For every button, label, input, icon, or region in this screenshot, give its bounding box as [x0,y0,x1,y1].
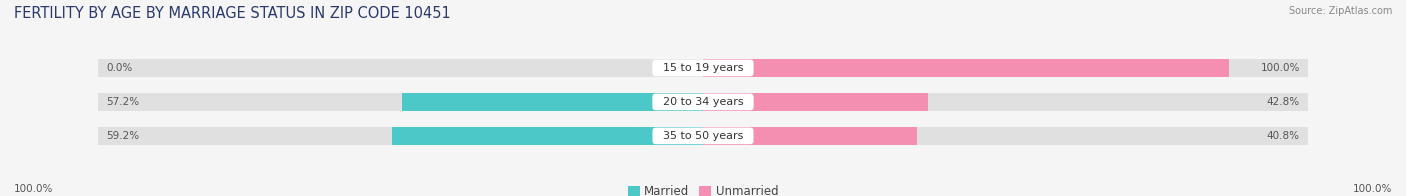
Text: 100.0%: 100.0% [1260,63,1299,73]
Bar [98,93,703,111]
Bar [703,127,918,145]
Text: 20 to 34 years: 20 to 34 years [655,97,751,107]
Text: 57.2%: 57.2% [107,97,139,107]
Text: 15 to 19 years: 15 to 19 years [655,63,751,73]
Text: 42.8%: 42.8% [1267,97,1299,107]
Bar [703,59,1229,77]
Text: 100.0%: 100.0% [14,184,53,194]
Text: Source: ZipAtlas.com: Source: ZipAtlas.com [1288,6,1392,16]
Text: 35 to 50 years: 35 to 50 years [655,131,751,141]
Bar [703,127,1308,145]
Bar [98,127,703,145]
Text: 40.8%: 40.8% [1267,131,1299,141]
Bar [703,93,1308,111]
Text: 100.0%: 100.0% [1353,184,1392,194]
Text: FERTILITY BY AGE BY MARRIAGE STATUS IN ZIP CODE 10451: FERTILITY BY AGE BY MARRIAGE STATUS IN Z… [14,6,451,21]
Legend: Married, Unmarried: Married, Unmarried [623,181,783,196]
Bar [703,93,928,111]
Bar [703,59,1308,77]
Bar [98,59,703,77]
Bar [392,127,703,145]
Bar [402,93,703,111]
Text: 59.2%: 59.2% [107,131,139,141]
Text: 0.0%: 0.0% [107,63,132,73]
